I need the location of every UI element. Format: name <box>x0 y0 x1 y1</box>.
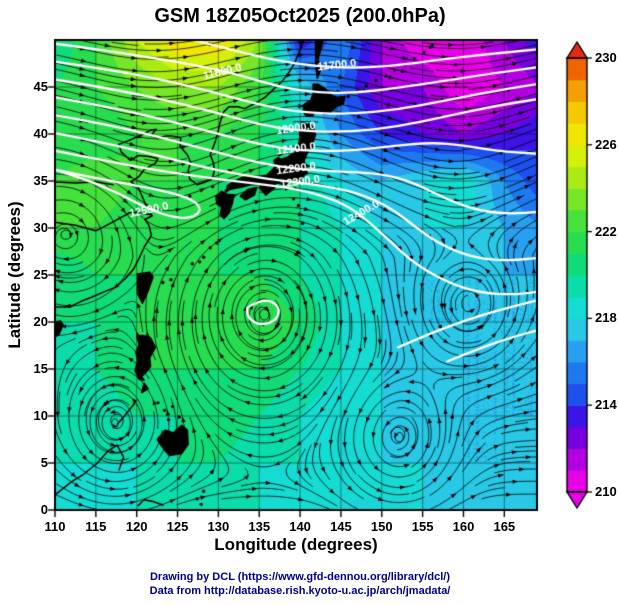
y-tick-label: 30 <box>33 220 48 235</box>
colorbar-tick-label: 226 <box>595 136 617 152</box>
x-tick-label: 130 <box>207 519 230 534</box>
y-tick-label: 35 <box>33 173 48 188</box>
y-tick-label: 40 <box>33 126 48 141</box>
y-tick-label: 20 <box>33 314 48 329</box>
x-tick-label: 145 <box>330 519 352 534</box>
credit-line-dcl: Drawing by DCL (https://www.gfd-dennou.o… <box>149 571 451 583</box>
x-tick-label: 150 <box>370 519 393 534</box>
y-tick-label: 15 <box>33 361 48 376</box>
colorbar-tick-label: 222 <box>595 223 617 239</box>
credit-line-data: Data from http://database.rish.kyoto-u.a… <box>149 585 451 597</box>
x-tick-label: 140 <box>289 519 311 534</box>
y-tick-label: 25 <box>33 267 48 282</box>
x-tick-label: 165 <box>493 519 516 534</box>
y-tick-label: 5 <box>40 455 48 470</box>
figure-title: GSM 18Z05Oct2025 (200.0hPa) <box>154 5 446 27</box>
x-tick-label: 160 <box>452 519 475 534</box>
x-tick-label: 115 <box>85 519 107 534</box>
y-tick-label: 45 <box>33 79 48 94</box>
y-tick-label: 10 <box>33 408 48 423</box>
x-tick-label: 125 <box>166 519 189 534</box>
x-tick-label: 110 <box>44 519 66 534</box>
y-tick-label: 0 <box>40 502 48 517</box>
x-tick-label: 155 <box>411 519 434 534</box>
x-axis-title: Longitude (degrees) <box>214 535 378 554</box>
colorbar-tick-label: 214 <box>595 397 617 413</box>
colorbar-tick-label: 230 <box>595 50 617 65</box>
x-tick-label: 135 <box>248 519 271 534</box>
colorbar-tick-label: 210 <box>595 484 617 499</box>
colorbar-tick-label: 218 <box>595 310 617 326</box>
x-tick-label: 120 <box>125 519 148 534</box>
